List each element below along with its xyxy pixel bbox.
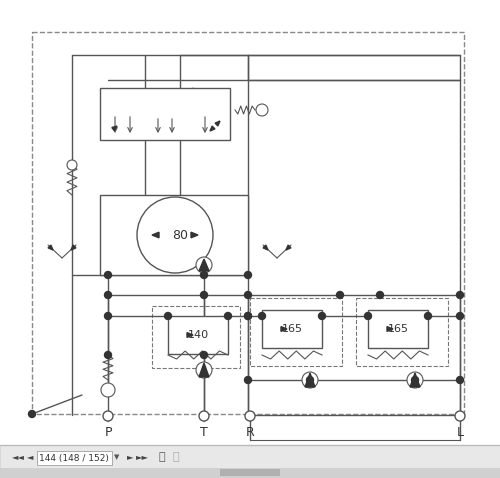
Circle shape (456, 313, 464, 319)
Circle shape (137, 197, 213, 273)
Bar (100, 88, 230, 140)
Polygon shape (210, 126, 215, 131)
Bar (168, 316, 228, 354)
Bar (356, 298, 448, 366)
Polygon shape (199, 259, 209, 271)
Circle shape (67, 160, 77, 170)
Circle shape (336, 292, 344, 298)
Polygon shape (387, 326, 393, 331)
Polygon shape (191, 232, 198, 238)
Polygon shape (305, 373, 315, 387)
Text: ▼: ▼ (114, 454, 119, 460)
Polygon shape (263, 245, 268, 250)
Circle shape (376, 292, 384, 298)
Text: 80: 80 (172, 228, 188, 241)
Text: ⧉: ⧉ (158, 452, 166, 462)
Polygon shape (112, 126, 117, 130)
Circle shape (407, 372, 423, 388)
Circle shape (200, 272, 207, 279)
Text: ◄: ◄ (27, 453, 33, 461)
Polygon shape (281, 326, 287, 331)
Polygon shape (187, 333, 193, 337)
Text: T: T (200, 425, 208, 438)
Circle shape (196, 257, 212, 273)
Bar (37, 451, 112, 465)
Polygon shape (286, 245, 291, 250)
Circle shape (306, 377, 314, 383)
Circle shape (101, 383, 115, 397)
Polygon shape (410, 373, 420, 387)
Circle shape (318, 313, 326, 319)
Bar (368, 310, 428, 348)
Polygon shape (215, 121, 220, 126)
Circle shape (200, 351, 207, 358)
Circle shape (196, 362, 212, 378)
Bar (0, 468, 500, 478)
Bar (100, 195, 248, 275)
Text: 165: 165 (388, 324, 408, 334)
Circle shape (164, 313, 172, 319)
Circle shape (104, 272, 112, 279)
Circle shape (104, 351, 112, 358)
Circle shape (455, 411, 465, 421)
Bar (250, 298, 342, 366)
Circle shape (199, 411, 209, 421)
Circle shape (28, 411, 35, 417)
Bar (220, 469, 280, 476)
Text: 140: 140 (188, 330, 208, 340)
Text: ◄◄: ◄◄ (12, 453, 24, 461)
Circle shape (256, 104, 268, 116)
Polygon shape (71, 245, 76, 250)
Circle shape (200, 292, 207, 298)
Circle shape (302, 372, 318, 388)
Polygon shape (48, 245, 53, 250)
Circle shape (104, 292, 112, 298)
Text: ⧉: ⧉ (172, 452, 180, 462)
Circle shape (103, 411, 113, 421)
Text: 165: 165 (282, 324, 302, 334)
Bar (262, 310, 322, 348)
Circle shape (244, 313, 252, 319)
Circle shape (104, 313, 112, 319)
Text: 144 (148 / 152): 144 (148 / 152) (39, 454, 109, 463)
Bar (32, 32, 464, 414)
Circle shape (244, 377, 252, 383)
Polygon shape (152, 232, 159, 238)
Text: L: L (456, 425, 464, 438)
Circle shape (258, 313, 266, 319)
Text: ►: ► (127, 453, 133, 461)
Circle shape (456, 292, 464, 298)
Circle shape (224, 313, 232, 319)
Circle shape (244, 313, 252, 319)
Bar (152, 306, 240, 368)
Polygon shape (199, 363, 209, 377)
Circle shape (245, 411, 255, 421)
Circle shape (456, 377, 464, 383)
Bar (0, 445, 500, 478)
Circle shape (244, 292, 252, 298)
Circle shape (412, 377, 418, 383)
Text: P: P (104, 425, 112, 438)
Text: ►►: ►► (136, 453, 148, 461)
Circle shape (364, 313, 372, 319)
Circle shape (244, 272, 252, 279)
Circle shape (424, 313, 432, 319)
Text: R: R (246, 425, 254, 438)
